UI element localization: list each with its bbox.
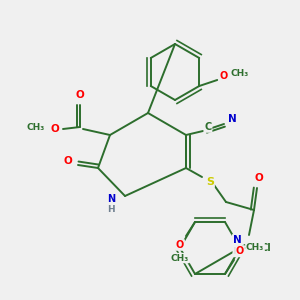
Text: S: S — [206, 177, 214, 187]
Text: N: N — [232, 235, 242, 245]
Text: CH₃: CH₃ — [27, 122, 45, 131]
Text: H: H — [233, 248, 241, 256]
Text: O: O — [219, 71, 227, 81]
Text: Cl: Cl — [261, 243, 272, 253]
Text: O: O — [176, 240, 184, 250]
Text: N: N — [107, 194, 115, 204]
Text: H: H — [107, 206, 115, 214]
Text: O: O — [236, 246, 244, 256]
Text: O: O — [51, 124, 59, 134]
Text: C: C — [204, 122, 211, 132]
Text: O: O — [64, 156, 72, 166]
Text: O: O — [76, 90, 84, 100]
Text: CH₃: CH₃ — [230, 70, 248, 79]
Text: CH₃: CH₃ — [246, 244, 264, 253]
Text: CH₃: CH₃ — [171, 254, 189, 262]
Text: O: O — [255, 173, 263, 183]
Text: N: N — [228, 114, 236, 124]
